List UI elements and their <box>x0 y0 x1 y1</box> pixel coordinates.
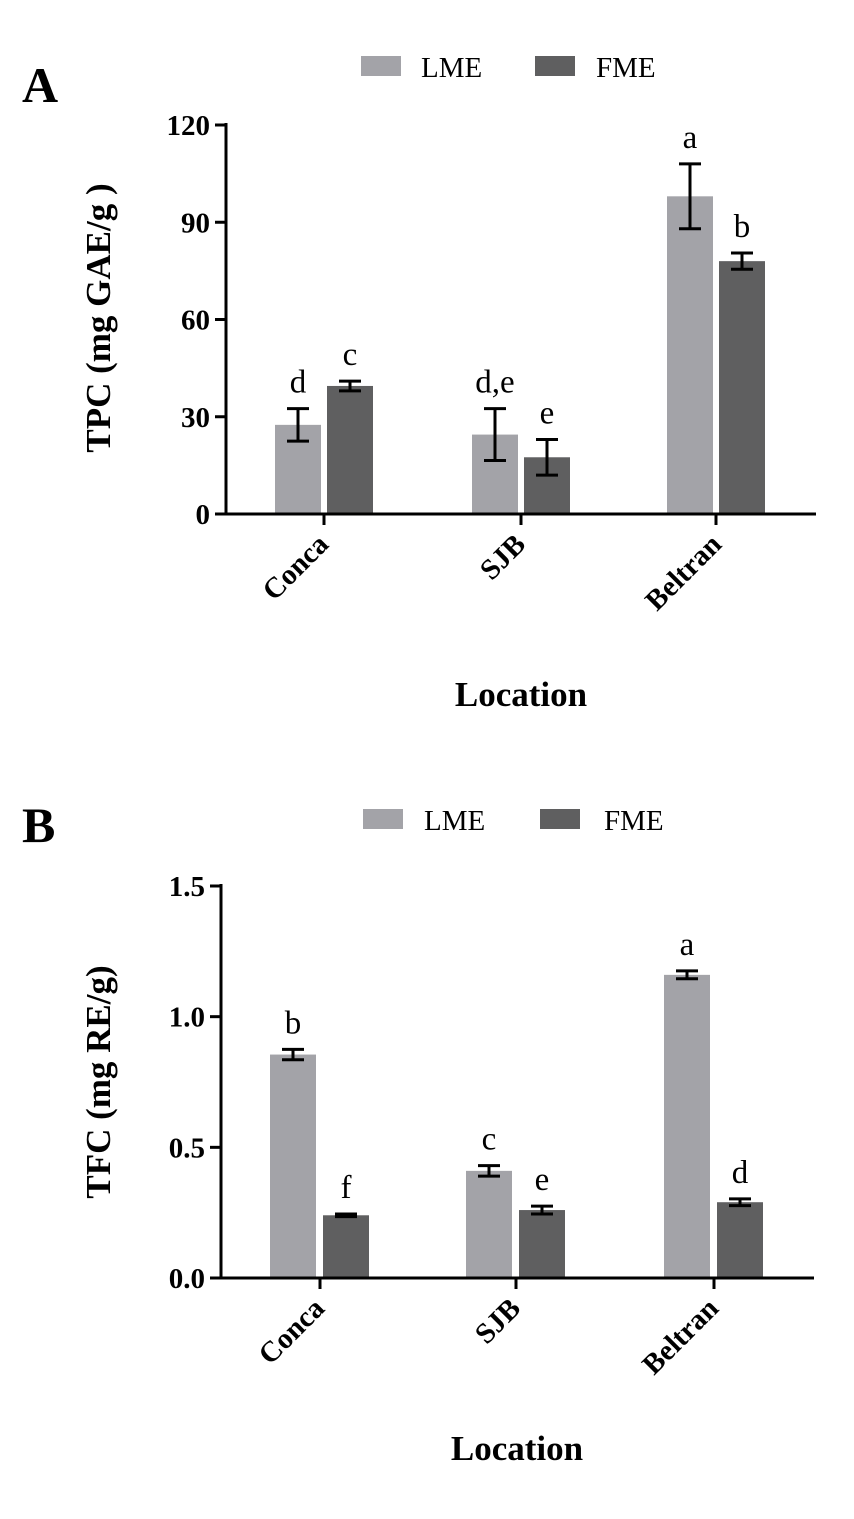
error-bar-lme-sjb <box>478 1164 500 1178</box>
legend-label-lme: LME <box>424 805 485 837</box>
error-bar-fme-conca <box>339 379 361 393</box>
error-bar-lme-conca <box>282 1047 304 1062</box>
legend-b: LME FME <box>363 805 664 837</box>
significance-label: c <box>482 1122 497 1158</box>
x-axis-title-a: Location <box>455 675 587 714</box>
y-axis-title-b: TFC (mg RE/g) <box>79 965 118 1198</box>
error-bar-fme-sjb <box>536 437 558 477</box>
significance-label: d <box>732 1155 749 1191</box>
legend-swatch-fme <box>535 56 575 76</box>
error-bar-fme-sjb <box>531 1204 553 1216</box>
legend-swatch-lme <box>361 56 401 76</box>
y-tick-label: 0 <box>196 499 211 531</box>
bar-fme-conca <box>327 385 373 514</box>
error-bar-fme-beltran <box>731 251 753 271</box>
x-tick-label-beltran: Beltran <box>639 528 728 617</box>
x-tick-label-conca: Conca <box>252 1292 331 1371</box>
bar-fme-conca <box>323 1215 369 1278</box>
y-tick-label: 0.0 <box>169 1263 205 1295</box>
error-bar-lme-beltran <box>676 969 698 981</box>
y-tick-label: 1.0 <box>169 1002 205 1034</box>
error-bar-lme-sjb <box>484 407 506 463</box>
bar-lme-sjb <box>466 1170 512 1278</box>
bar-fme-beltran <box>719 261 765 514</box>
significance-label: d,e <box>475 365 514 401</box>
plot-area-b: b c a f e d 0.0 0.5 1.0 1.5 Conca SJB Beltran <box>169 871 814 1381</box>
legend-label-lme: LME <box>421 52 482 84</box>
significance-label: d <box>290 365 307 401</box>
bar-lme-conca <box>270 1054 316 1278</box>
error-bar-lme-beltran <box>679 162 701 231</box>
y-tick-label: 30 <box>181 402 210 434</box>
significance-label: b <box>285 1005 302 1041</box>
x-tick-label-sjb: SJB <box>469 1292 527 1350</box>
bar-lme-beltran <box>667 196 713 515</box>
significance-label: a <box>683 120 698 156</box>
x-tick-label-conca: Conca <box>256 528 335 607</box>
bar-lme-beltran <box>664 974 710 1278</box>
y-tick-label: 90 <box>181 207 210 239</box>
y-tick-label: 1.5 <box>169 871 205 903</box>
x-axis-title-b: Location <box>451 1429 583 1468</box>
error-bar-fme-beltran <box>729 1197 751 1208</box>
significance-label: f <box>341 1170 352 1206</box>
y-tick-label: 0.5 <box>169 1132 205 1164</box>
x-tick-label-sjb: SJB <box>474 528 532 586</box>
significance-label: e <box>540 395 555 431</box>
bar-fme-sjb <box>519 1210 565 1278</box>
legend-swatch-fme <box>540 809 580 829</box>
panel-letter-a: A <box>22 57 58 113</box>
error-bar-lme-conca <box>287 407 309 443</box>
bar-fme-beltran <box>717 1202 763 1278</box>
x-tick-label-beltran: Beltran <box>636 1292 725 1381</box>
error-bar-fme-conca <box>335 1212 357 1219</box>
panel-a: A LME FME TPC (mg GAE/g ) Location d d,e a… <box>22 52 816 714</box>
legend-swatch-lme <box>363 809 403 829</box>
panel-letter-b: B <box>22 797 55 853</box>
panel-b: B LME FME TFC (mg RE/g) Location b c a f e d 0… <box>22 797 814 1468</box>
y-tick-label: 120 <box>167 110 211 142</box>
significance-label: c <box>343 337 358 373</box>
y-tick-label: 60 <box>181 305 210 337</box>
significance-label: b <box>734 209 751 245</box>
legend-a: LME FME <box>361 52 656 84</box>
significance-label: a <box>680 927 695 963</box>
legend-label-fme: FME <box>596 52 656 84</box>
y-axis-title-a: TPC (mg GAE/g ) <box>79 183 118 452</box>
plot-area-a: d d,e a c e b 0 30 60 90 120 Conca SJB Beltran <box>167 110 816 617</box>
significance-label: e <box>535 1162 550 1198</box>
legend-label-fme: FME <box>604 805 664 837</box>
